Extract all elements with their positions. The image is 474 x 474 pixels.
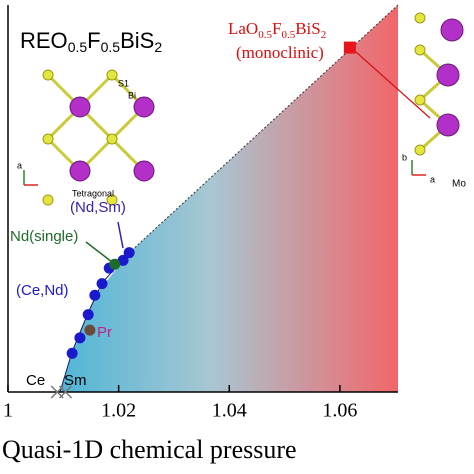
title-part: 0.5	[101, 39, 121, 55]
x-tick-label: 1	[3, 400, 13, 422]
point	[96, 278, 108, 290]
annotation: Tetragonal	[72, 188, 114, 198]
crystal-inset-right	[411, 12, 464, 176]
region	[60, 5, 398, 392]
point	[117, 254, 129, 266]
x-tick-label: 1.02	[101, 400, 136, 422]
annotation: Sm	[64, 372, 87, 389]
point	[82, 309, 94, 321]
point	[84, 324, 96, 336]
arrow	[117, 221, 124, 249]
point	[74, 332, 86, 344]
title-part: 2	[154, 39, 162, 55]
point	[89, 289, 101, 301]
annotation: (Nd,Sm)	[70, 199, 126, 216]
annotation: Pr	[97, 324, 112, 341]
label-part: LaO	[228, 19, 258, 38]
label-part: 0.5	[281, 29, 295, 41]
annotation: Ce	[26, 372, 45, 389]
annotation: a	[17, 160, 22, 170]
title-part: F	[87, 28, 100, 53]
annotation: a	[430, 174, 435, 184]
crystal-inset	[23, 69, 155, 206]
annotation: Nd(single)	[10, 228, 78, 245]
annotation: Bi	[128, 90, 136, 100]
label-part: BiS	[295, 19, 321, 38]
title-part: 0.5	[68, 39, 88, 55]
x-tick-label: 1.04	[212, 400, 247, 422]
point	[109, 258, 121, 270]
point	[66, 347, 78, 359]
title-part: REO	[20, 28, 68, 53]
annotation: LaO0.5F0.5BiS2	[228, 19, 326, 41]
label-part: 2	[321, 29, 327, 41]
arrow	[85, 241, 113, 263]
x-tick-label: 1.06	[322, 400, 357, 422]
point	[59, 385, 73, 399]
point	[343, 41, 356, 54]
title-part: BiS	[120, 28, 154, 53]
annotation: (Ce,Nd)	[16, 282, 69, 299]
chart-title: REO0.5F0.5BiS2	[20, 28, 162, 55]
annotation: (monoclinic)	[236, 43, 324, 62]
x-axis-label: Quasi-1D chemical pressure	[2, 435, 297, 464]
annotation: b	[402, 152, 407, 162]
arrow	[355, 51, 431, 119]
annotation: S1	[118, 78, 129, 88]
annotation: Mo	[452, 179, 466, 190]
label-part: F	[272, 19, 281, 38]
label-part: 0.5	[258, 29, 272, 41]
point	[123, 247, 135, 259]
